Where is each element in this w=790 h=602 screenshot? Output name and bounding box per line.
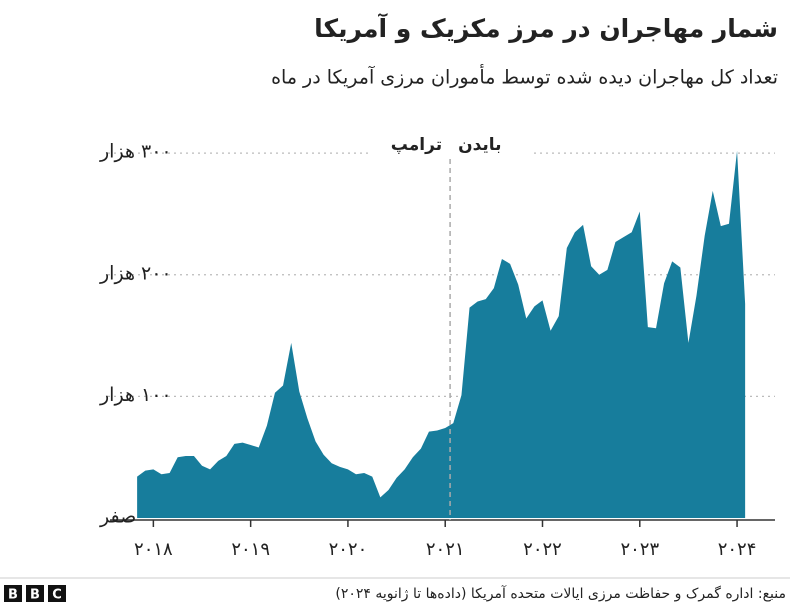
logo-letter: C	[52, 588, 62, 602]
logo-box	[26, 585, 44, 602]
chart-subtitle: تعداد کل مهاجران دیده شده توسط مأموران م…	[271, 64, 778, 89]
x-tick-label: ۲۰۲۰	[329, 539, 368, 560]
source: منبع: اداره گمرک و حفاظت مرزی ایالات متح…	[335, 585, 786, 602]
y-tick-label: ۳۰۰ هزار	[99, 141, 172, 163]
area	[137, 150, 746, 518]
logo-letter: B	[8, 588, 18, 602]
y-tick-label: ۲۰۰ هزار	[99, 262, 172, 284]
x-tick-label: ۲۰۲۳	[620, 539, 659, 560]
logo-box	[4, 585, 22, 602]
chart-title: شمار مهاجران در مرز مکزیک و آمریکا	[314, 13, 778, 44]
logo-box	[48, 585, 66, 602]
x-tick-label: ۲۰۲۲	[523, 539, 562, 560]
divider-label: ترامپ	[391, 135, 442, 155]
logo: B B C	[4, 585, 66, 602]
y-tick-label: صفر	[99, 506, 136, 528]
x-tick-label: ۲۰۲۱	[426, 539, 465, 560]
x-tick-label: ۲۰۲۴	[718, 539, 757, 560]
x-tick-label: ۲۰۱۹	[231, 539, 270, 560]
divider-label: بایدن	[458, 135, 501, 155]
label-backdrop	[368, 133, 533, 155]
y-tick-label: ۱۰۰ هزار	[99, 384, 172, 406]
x-tick-label: ۲۰۱۸	[134, 539, 173, 560]
logo-letter: B	[30, 588, 40, 602]
